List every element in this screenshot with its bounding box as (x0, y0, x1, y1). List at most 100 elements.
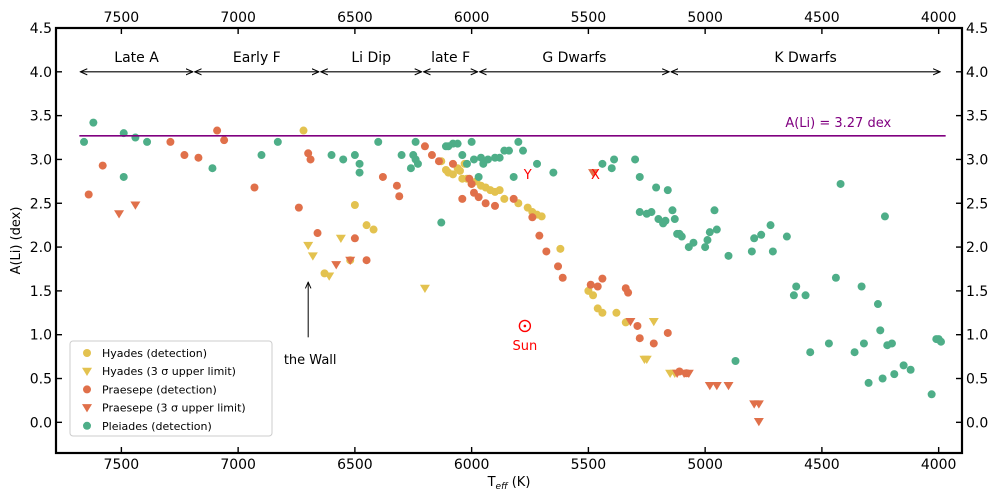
data-point (789, 291, 798, 300)
plot-frame (54, 26, 964, 455)
data-point (723, 382, 734, 391)
y-tick-label-left: 0.5 (30, 372, 52, 388)
data-point (397, 151, 406, 160)
x-tick-label-bottom: 4000 (921, 457, 957, 473)
axis-ticks: 7500 7500 7000 7000 6500 6500 6000 6000 5500 5500… (30, 10, 989, 473)
data-point (633, 321, 642, 330)
data-point (648, 318, 659, 327)
data-point (303, 241, 314, 251)
y-tick-label-left: 3.0 (30, 152, 52, 168)
data-point (114, 210, 125, 219)
x-axis-label: Teff (K) (487, 475, 531, 492)
data-point (419, 284, 430, 294)
data-point (598, 274, 607, 283)
y-tick-label-left: 1.5 (30, 284, 52, 300)
data-point (668, 206, 677, 215)
legend-label: Praesepe (detection) (102, 383, 217, 396)
data-point (757, 230, 766, 239)
data-point (273, 137, 282, 146)
data-point (350, 201, 359, 210)
data-point (663, 186, 672, 195)
data-point (495, 186, 504, 195)
data-point (331, 261, 342, 270)
data-point (339, 155, 348, 164)
data-point (345, 256, 356, 265)
data-point (647, 208, 656, 217)
series-pleiades-detection- (80, 118, 945, 399)
data-point (824, 339, 833, 348)
y-tick-label-right: 3.5 (966, 109, 988, 125)
y-tick-label-right: 2.0 (966, 240, 988, 256)
legend-marker (82, 367, 92, 376)
data-point (766, 221, 775, 230)
y-tick-label-right: 1.0 (966, 328, 988, 344)
data-point (474, 193, 483, 202)
data-point (80, 137, 89, 146)
data-point (411, 137, 420, 146)
data-point (448, 159, 457, 168)
data-point (307, 252, 318, 261)
x-tick-label-bottom: 6000 (454, 457, 490, 473)
data-point (427, 151, 436, 160)
data-point (462, 159, 471, 168)
data-point (589, 291, 598, 300)
data-point (831, 273, 840, 282)
data-point (607, 164, 616, 173)
data-point (878, 374, 887, 383)
data-point (887, 339, 896, 348)
region-label: late F (431, 50, 470, 66)
data-point (448, 170, 457, 179)
data-point (505, 146, 513, 155)
data-point (747, 247, 756, 256)
y-tick-label-right: 3.0 (966, 152, 988, 168)
y-tick-label-left: 2.0 (30, 240, 52, 256)
data-point (469, 155, 478, 164)
data-point (731, 356, 740, 365)
data-point (850, 348, 859, 357)
legend-marker (83, 349, 91, 357)
data-point (554, 262, 563, 271)
y-marker-label: Y (523, 168, 532, 183)
region-label: Li Dip (351, 50, 391, 66)
sun-label: Sun (513, 339, 538, 354)
data-point (806, 348, 815, 357)
data-point (458, 151, 467, 160)
x-tick-label-top: 4000 (921, 10, 957, 26)
data-point (476, 153, 485, 162)
data-point (936, 337, 945, 346)
data-point (130, 201, 141, 210)
sun-symbol-dot (523, 324, 527, 328)
data-point (792, 282, 801, 291)
data-point (350, 234, 359, 243)
region-label: K Dwarfs (774, 50, 836, 66)
data-point (324, 272, 335, 281)
data-point (257, 151, 266, 160)
x-tick-label-bottom: 5500 (571, 457, 607, 473)
x-tick-label-bottom: 4500 (804, 457, 840, 473)
data-point (610, 155, 619, 164)
x-tick-label-bottom: 6500 (337, 457, 373, 473)
data-point (455, 166, 464, 175)
data-point (753, 417, 764, 427)
x-tick-label-top: 6500 (337, 10, 373, 26)
data-point (906, 365, 915, 374)
x-tick-label-bottom: 5000 (687, 457, 723, 473)
data-point (362, 221, 371, 230)
data-marks (80, 118, 945, 427)
x-marker-label: X (591, 168, 600, 183)
legend-item: Pleiades (detection) (83, 420, 212, 433)
data-point (395, 192, 404, 201)
data-point (495, 153, 504, 162)
data-point (313, 229, 322, 238)
data-point (509, 172, 518, 181)
series-praesepe-3-upper-limit- (114, 169, 764, 427)
y-tick-label-right: 0.0 (966, 415, 988, 431)
data-point (859, 339, 868, 348)
data-point (362, 256, 371, 265)
data-point (689, 238, 698, 247)
x-tick-label-top: 4500 (804, 10, 840, 26)
data-point (458, 194, 467, 203)
data-point (194, 153, 203, 162)
data-point (350, 151, 359, 160)
data-point (625, 318, 636, 327)
